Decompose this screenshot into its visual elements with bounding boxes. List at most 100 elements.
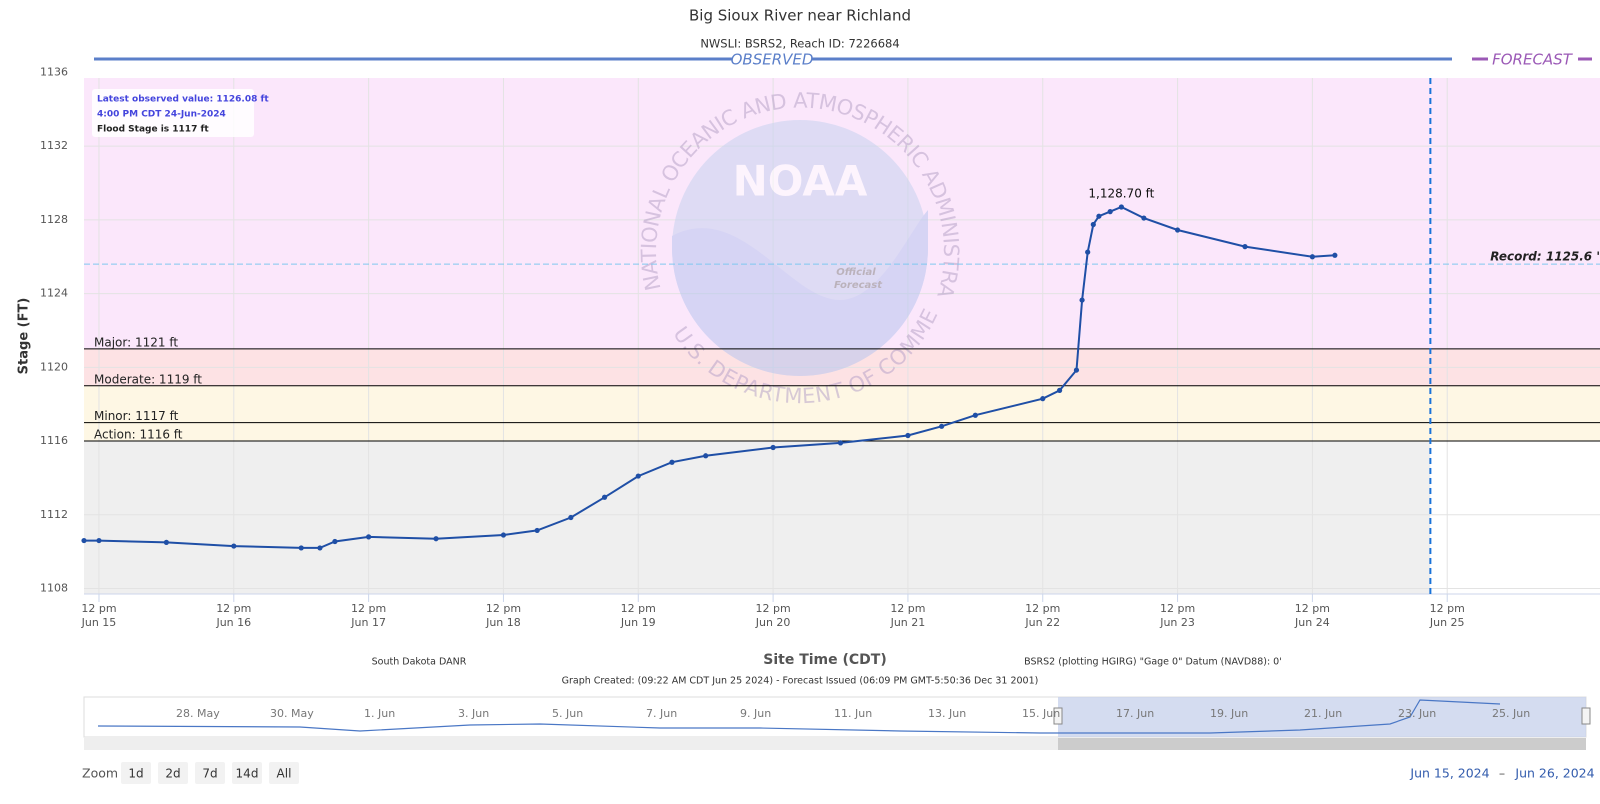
x-tick-label: 12 pm [890,602,925,615]
band [84,441,1431,594]
zoom-button[interactable] [232,762,262,784]
zoom-button[interactable] [195,762,225,784]
zoom-button[interactable] [269,762,299,784]
data-point [1309,254,1315,260]
data-point [972,412,978,418]
forecast-label: FORECAST [1492,51,1574,69]
x-tick-label: Jun 20 [755,616,791,629]
y-tick-label: 1112 [40,508,68,521]
zoom-button-label[interactable]: All [277,767,292,781]
navigator-label: 23. Jun [1398,707,1436,720]
data-point [298,545,304,551]
data-point [1085,249,1091,255]
navigator-line [97,699,1501,734]
x-tick-label: Jun 19 [620,616,656,629]
x-tick-label: 12 pm [216,602,251,615]
navigator-handle[interactable] [1053,707,1063,725]
zoom-button-label[interactable]: 2d [165,767,180,781]
data-point [703,453,709,459]
created-note: Graph Created: (09:22 AM CDT Jun 25 2024… [562,676,1039,687]
data-point [1096,213,1102,219]
navigator-label: 11. Jun [834,707,872,720]
threshold-label: Moderate: 1119 ft [94,372,202,386]
x-tick-label: Jun 22 [1024,616,1060,629]
threshold-label: Minor: 1117 ft [94,409,179,423]
data-point [317,545,323,551]
chart-title: Big Sioux River near Richland [689,7,911,25]
zoom-button[interactable] [121,762,151,784]
zoom-button-label[interactable]: 7d [202,767,217,781]
zoom-button-label[interactable]: 1d [128,767,143,781]
range-sep: – [1499,766,1505,781]
x-tick-label: Jun 15 [81,616,117,629]
data-point [1332,252,1338,258]
navigator-label: 1. Jun [364,707,395,720]
zoom-button[interactable] [158,762,188,784]
navigator-label: 9. Jun [740,707,771,720]
navigator-label: 3. Jun [458,707,489,720]
band [84,385,1600,423]
range-to[interactable]: Jun 26, 2024 [1514,766,1594,781]
zoom-label: Zoom [82,766,118,781]
y-tick-label: 1120 [40,360,68,373]
data-point [1090,221,1096,228]
info-line: Latest observed value: 1126.08 ft [97,95,269,105]
data-point [534,527,540,534]
y-axis-title: Stage (FT) [17,298,32,375]
watermark-wave [672,210,928,376]
record-label: Record: 1125.6 ' [1490,250,1600,264]
observed-label: OBSERVED [731,51,814,69]
data-point [366,534,372,540]
x-tick-label: 12 pm [351,602,386,615]
x-tick-label: 12 pm [1430,602,1465,615]
data-point [231,543,237,549]
navigator-label: 28. May [176,707,220,720]
data-point [1057,387,1063,393]
chart-subtitle: NWSLI: BSRS2, Reach ID: 7226684 [700,37,899,51]
x-tick-label: Jun 18 [485,616,521,629]
zoom-button-label[interactable]: 14d [236,767,259,781]
info-line: 4:00 PM CDT 24-Jun-2024 [97,110,226,120]
data-point [770,444,776,451]
data-point [1141,215,1147,221]
threshold-label: Major: 1121 ft [94,335,178,349]
data-point [905,432,911,439]
info-box-bg [92,89,254,137]
x-tick-label: 12 pm [81,602,116,615]
info-box: Latest observed value: 1126.08 ft 4:00 PM… [92,89,269,137]
data-point [669,459,675,465]
x-tick-label: 12 pm [486,602,521,615]
y-tick-label: 1128 [40,213,68,226]
data-point [1174,227,1181,233]
data-point [500,532,507,538]
data-point [96,537,102,544]
data-point [568,514,574,521]
datum: BSRS2 (plotting HGIRG) "Gage 0" Datum (N… [1024,657,1282,668]
x-tick-label: 12 pm [1025,602,1060,615]
x-tick-label: Jun 25 [1429,616,1465,629]
data-point [332,538,338,545]
watermark-logo: NOAA [733,157,868,206]
navigator-label: 13. Jun [928,707,966,720]
data-point [1242,244,1248,250]
x-tick-label: 12 pm [755,602,790,615]
y-tick-label: 1132 [40,139,68,152]
x-tick-label: Jun 17 [350,616,386,629]
navigator-handle[interactable] [1581,707,1591,725]
source: South Dakota DANR [372,657,467,668]
navigator-label: 7. Jun [646,707,677,720]
x-tick-label: 12 pm [621,602,656,615]
scrollbar-thumb[interactable] [1058,738,1586,750]
data-point [81,537,87,544]
info-line: Flood Stage is 1117 ft [97,125,209,135]
navigator-label: 21. Jun [1304,707,1342,720]
navigator-label: 30. May [270,707,314,720]
x-tick-label: 12 pm [1295,602,1330,615]
data-point [1118,204,1124,210]
x-tick-label: 12 pm [1160,602,1195,615]
x-tick-label: Jun 24 [1294,616,1330,629]
data-point [163,539,169,546]
range-from[interactable]: Jun 15, 2024 [1409,766,1489,781]
data-point [1107,209,1113,215]
